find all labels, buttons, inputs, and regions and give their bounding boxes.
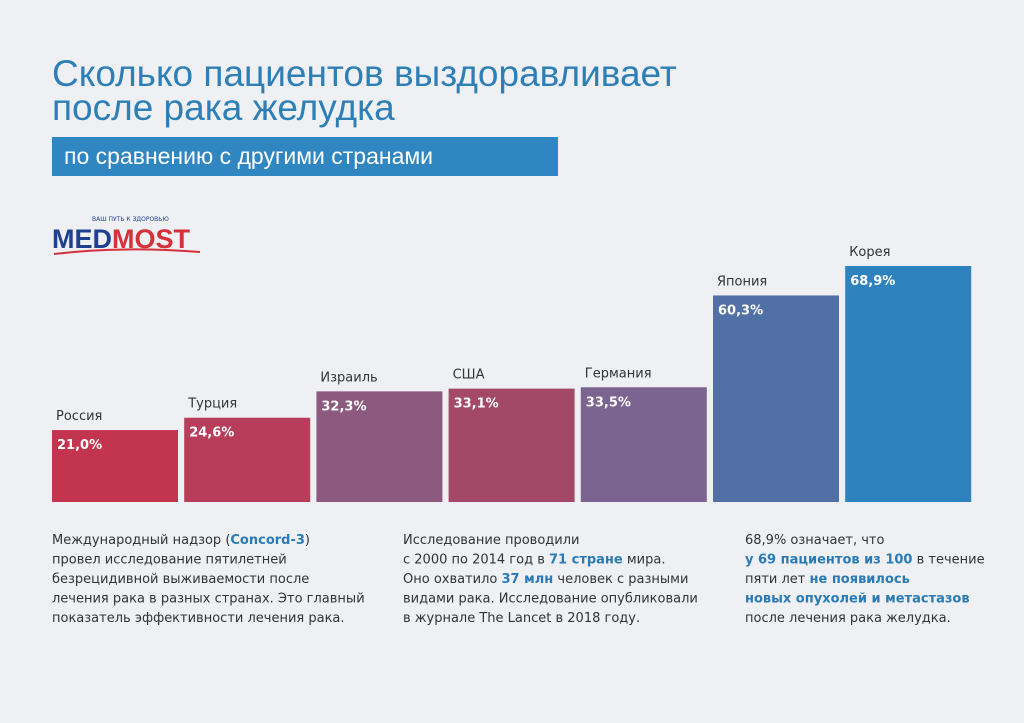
note-text: 68,9% означает, что bbox=[745, 533, 884, 548]
bar bbox=[52, 430, 178, 502]
category-label: Япония bbox=[717, 274, 767, 289]
note-text: Международный надзор ( bbox=[52, 533, 230, 548]
note-line: пяти лет не появилось bbox=[745, 572, 910, 587]
bar bbox=[448, 388, 575, 502]
note-text: лечения рака в разных странах. Это главн… bbox=[52, 592, 365, 607]
category-label: Россия bbox=[56, 409, 102, 424]
title-line: после рака желудка bbox=[52, 87, 395, 128]
note-text: с 2000 по 2014 год в bbox=[403, 553, 549, 568]
bar bbox=[316, 391, 443, 502]
subtitle: по сравнению с другими странами bbox=[64, 143, 433, 169]
note-line: у 69 пациентов из 100 в течение bbox=[745, 553, 985, 568]
note-text: 37 млн bbox=[502, 572, 554, 587]
category-label: Корея bbox=[849, 245, 890, 260]
category-label: Израиль bbox=[320, 370, 377, 385]
logo-tagline: ВАШ ПУТЬ К ЗДОРОВЬЮ bbox=[92, 216, 169, 223]
note-text: новых опухолей и метастазов bbox=[745, 592, 970, 607]
bar-chart: Россия 21,0% Турция 24,6% Израиль 32,3% США 33,… bbox=[52, 245, 972, 502]
note-text: показатель эффективности лечения рака. bbox=[52, 611, 345, 626]
note-text: человек с разными bbox=[553, 572, 688, 587]
note-text: ) bbox=[305, 533, 310, 548]
note-text: безрецидивной выживаемости после bbox=[52, 572, 309, 587]
value-label: 68,9% bbox=[850, 274, 895, 289]
note-line: новых опухолей и метастазов bbox=[745, 592, 970, 607]
note-line: лечения рака в разных странах. Это главн… bbox=[52, 592, 365, 607]
note-line: в журнале The Lancet в 2018 году. bbox=[403, 611, 640, 626]
note-line: Оно охватило 37 млн человек с разными bbox=[403, 572, 688, 587]
bar bbox=[713, 295, 839, 502]
category-label: Турция bbox=[187, 397, 237, 412]
note-text: в журнале The Lancet в 2018 году. bbox=[403, 611, 640, 626]
title-line: Сколько пациентов выздоравливает bbox=[52, 53, 677, 94]
subtitle-box bbox=[52, 137, 558, 176]
note-text: после лечения рака желудка. bbox=[745, 611, 951, 626]
value-label: 32,3% bbox=[321, 399, 366, 414]
note-line: видами рака. Исследование опубликовали bbox=[403, 592, 698, 607]
logo-part: MED bbox=[52, 224, 112, 254]
category-label: США bbox=[453, 368, 485, 383]
note-line: показатель эффективности лечения рака. bbox=[52, 611, 345, 626]
note-line: Международный надзор (Concord-3) bbox=[52, 533, 310, 548]
bar bbox=[845, 266, 972, 502]
note-text: у 69 пациентов из 100 bbox=[745, 553, 912, 568]
note-text: видами рака. Исследование опубликовали bbox=[403, 592, 698, 607]
note-text: провел исследование пятилетней bbox=[52, 553, 287, 568]
value-label: 33,1% bbox=[454, 397, 499, 412]
category-label: Германия bbox=[585, 366, 652, 381]
value-label: 24,6% bbox=[189, 426, 234, 441]
logo-swoosh bbox=[53, 248, 201, 255]
note-text: пяти лет bbox=[745, 572, 810, 587]
note-line: после лечения рака желудка. bbox=[745, 611, 951, 626]
note-line: безрецидивной выживаемости после bbox=[52, 572, 309, 587]
note-text: Оно охватило bbox=[403, 572, 502, 587]
note-line: 68,9% означает, что bbox=[745, 533, 884, 548]
note-line: с 2000 по 2014 год в 71 стране мира. bbox=[403, 553, 665, 568]
note-text: в течение bbox=[912, 553, 984, 568]
notes: Международный надзор (Concord-3) провел и… bbox=[52, 533, 985, 626]
value-label: 33,5% bbox=[586, 395, 631, 410]
note-line: Исследование проводили bbox=[403, 533, 580, 548]
value-label: 60,3% bbox=[718, 303, 763, 318]
note-text: Исследование проводили bbox=[403, 533, 580, 548]
value-label: 21,0% bbox=[57, 438, 102, 453]
bar bbox=[580, 387, 707, 502]
note-text: не появилось bbox=[810, 572, 910, 587]
note-text: 71 стране bbox=[549, 553, 623, 568]
note-line: провел исследование пятилетней bbox=[52, 553, 287, 568]
note-text: Concord-3 bbox=[230, 533, 305, 548]
note-text: мира. bbox=[623, 553, 666, 568]
bar bbox=[184, 417, 311, 502]
